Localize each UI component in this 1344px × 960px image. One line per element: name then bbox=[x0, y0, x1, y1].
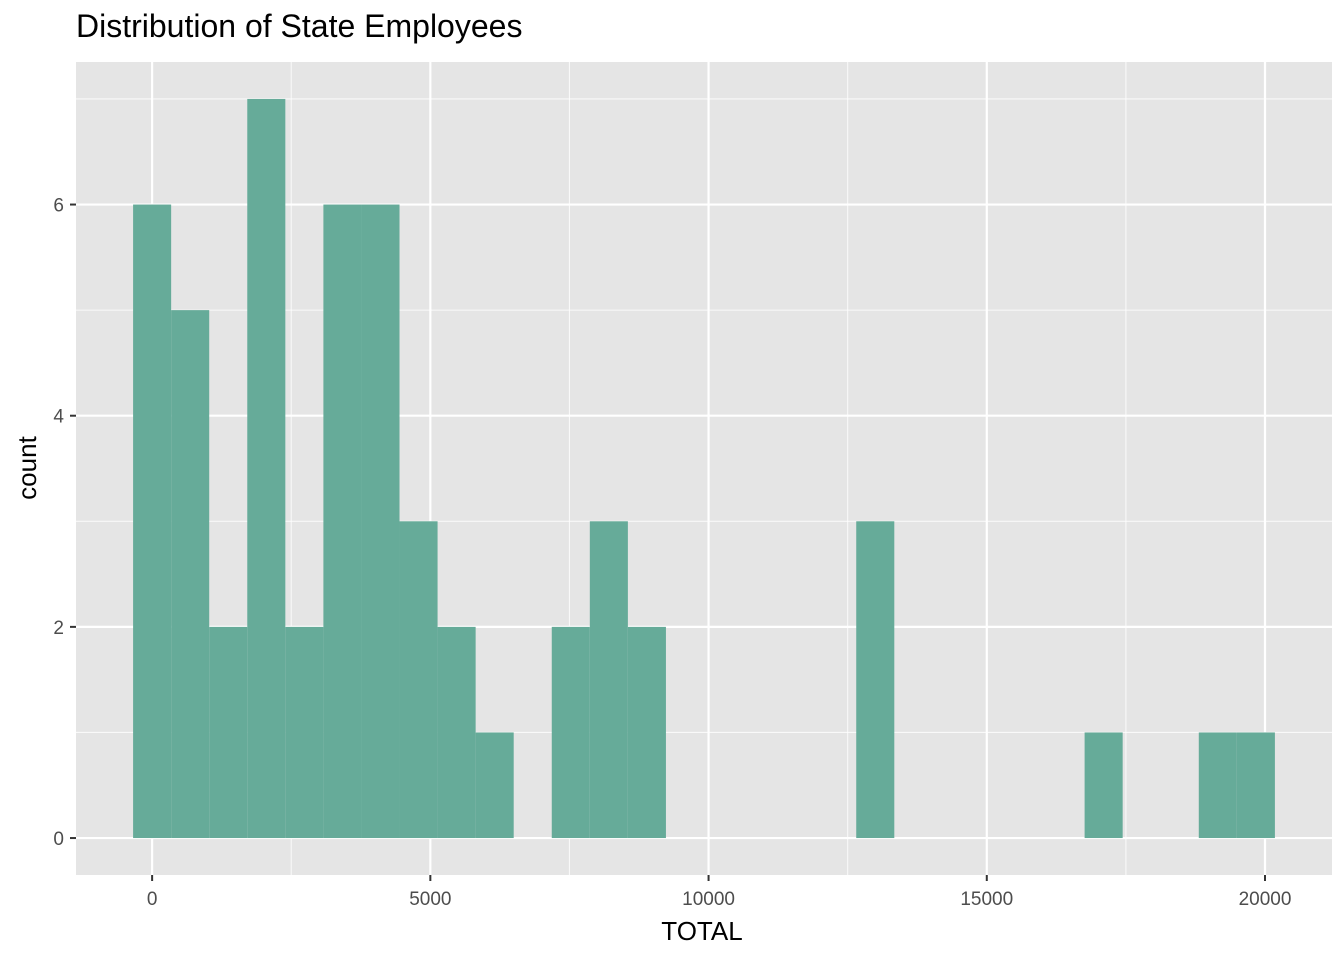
histogram-bar bbox=[285, 626, 324, 839]
y-tick-label: 6 bbox=[53, 196, 64, 217]
histogram-bar bbox=[323, 204, 362, 839]
histogram-bar bbox=[1198, 732, 1237, 839]
y-axis-title: count bbox=[12, 435, 42, 499]
chart-title: Distribution of State Employees bbox=[76, 8, 523, 44]
histogram-bars bbox=[133, 98, 1275, 839]
x-axis-ticks: 0 5000 10000 15000 20000 bbox=[147, 875, 1292, 910]
y-tick-label: 0 bbox=[53, 829, 64, 850]
histogram-bar bbox=[1084, 732, 1123, 839]
y-tick-label: 4 bbox=[53, 407, 64, 428]
histogram-bar bbox=[133, 204, 172, 839]
x-tick-label: 10000 bbox=[682, 889, 735, 910]
x-tick-label: 0 bbox=[147, 889, 158, 910]
x-tick-label: 5000 bbox=[409, 889, 451, 910]
histogram-bar bbox=[1236, 732, 1275, 839]
x-tick-label: 20000 bbox=[1239, 889, 1292, 910]
histogram-bar bbox=[399, 521, 438, 839]
y-tick-label: 2 bbox=[53, 618, 64, 639]
histogram-bar bbox=[627, 626, 666, 839]
histogram-bar bbox=[856, 521, 895, 839]
x-axis-title: TOTAL bbox=[661, 916, 742, 946]
histogram-bar bbox=[589, 521, 628, 839]
histogram-bar bbox=[171, 310, 210, 839]
histogram-bar bbox=[475, 732, 514, 839]
histogram-bar bbox=[437, 626, 476, 839]
histogram-bar bbox=[551, 626, 590, 839]
histogram-bar bbox=[209, 626, 248, 839]
histogram-bar bbox=[247, 98, 286, 839]
x-tick-label: 15000 bbox=[960, 889, 1013, 910]
histogram-bar bbox=[361, 204, 400, 839]
y-axis-ticks: 0 2 4 6 bbox=[53, 196, 76, 850]
